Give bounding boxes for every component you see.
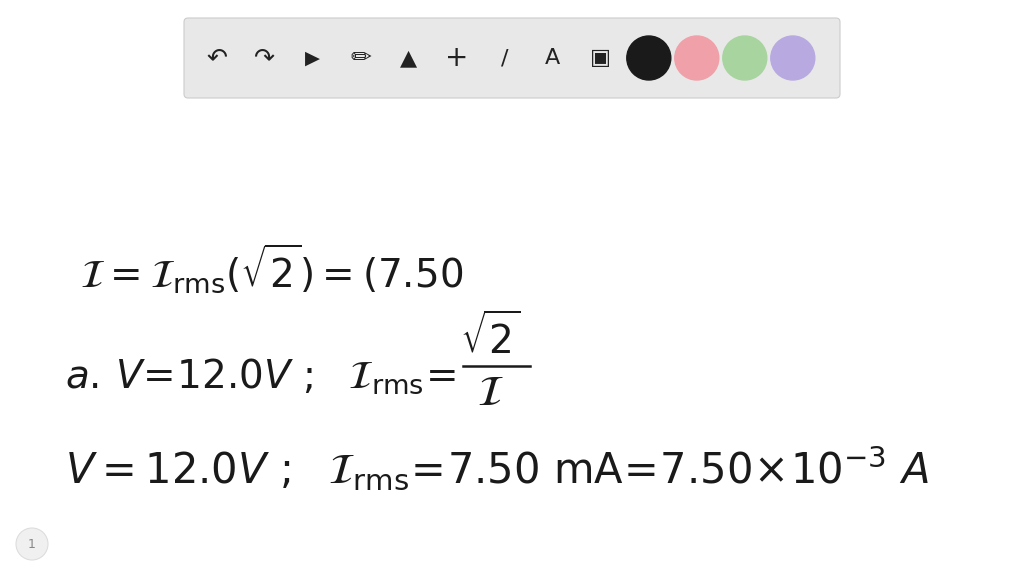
- Text: 1: 1: [28, 537, 36, 551]
- Text: /: /: [501, 48, 509, 68]
- Text: ✏: ✏: [350, 46, 372, 70]
- Text: ↶: ↶: [206, 46, 227, 70]
- Text: ▲: ▲: [400, 48, 418, 68]
- Text: $\sqrt{2}$: $\sqrt{2}$: [460, 314, 520, 362]
- Text: A: A: [545, 48, 560, 68]
- FancyBboxPatch shape: [184, 18, 840, 98]
- Text: $\mathcal{I}$: $\mathcal{I}$: [477, 372, 504, 414]
- Text: $\mathcal{I} = \mathcal{I}_{\mathsf{rms}}(\sqrt{2}) = (7.50$: $\mathcal{I} = \mathcal{I}_{\mathsf{rms}…: [80, 241, 463, 295]
- Text: $a.\,V\!=\!12.0V\ ;\ \ \mathcal{I}_{\mathsf{rms}}\!=\,$: $a.\,V\!=\!12.0V\ ;\ \ \mathcal{I}_{\mat…: [65, 356, 456, 396]
- Circle shape: [16, 528, 48, 560]
- Circle shape: [675, 36, 719, 80]
- Text: ▣: ▣: [590, 48, 611, 68]
- Text: ▶: ▶: [305, 48, 321, 67]
- Circle shape: [771, 36, 815, 80]
- Circle shape: [723, 36, 767, 80]
- Text: $V = 12.0V\ ;\ \ \mathcal{I}_{\mathsf{rms}}\!=\!7.50\ \mathsf{mA}\!=\!7.50\!\tim: $V = 12.0V\ ;\ \ \mathcal{I}_{\mathsf{rm…: [65, 444, 929, 492]
- Circle shape: [627, 36, 671, 80]
- Text: +: +: [445, 44, 469, 72]
- Text: ↷: ↷: [254, 46, 275, 70]
